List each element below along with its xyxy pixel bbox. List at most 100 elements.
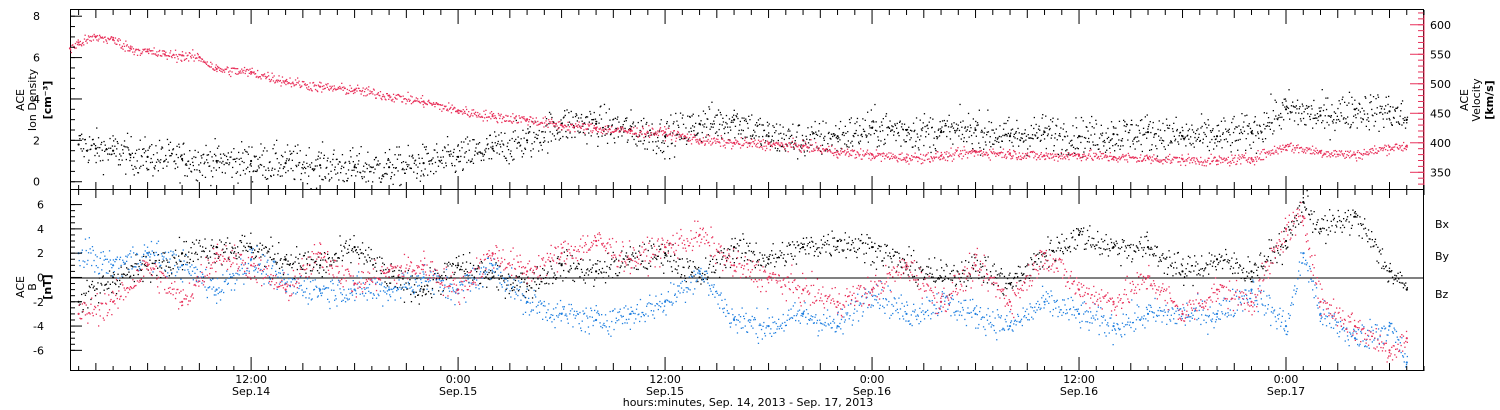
velocity-sample (112, 36, 115, 39)
ion-density-sample (547, 141, 549, 143)
velocity-sample (114, 37, 117, 39)
bx-sample (628, 258, 630, 260)
ion-density-sample (777, 139, 779, 142)
ion-density-sample (563, 116, 565, 118)
velocity-sample (763, 145, 765, 147)
ion-density-sample (1379, 112, 1381, 114)
ion-density-sample (270, 175, 272, 178)
velocity-sample (1137, 160, 1139, 162)
velocity-sample (1100, 155, 1102, 157)
ion-density-sample (1342, 118, 1345, 120)
ion-density-sample (844, 125, 846, 127)
velocity-sample (606, 125, 609, 127)
ion-density-sample (414, 159, 417, 161)
velocity-sample (874, 156, 876, 159)
velocity-sample (532, 117, 534, 120)
ion-density-sample (391, 164, 394, 166)
ion-density-sample (1261, 131, 1263, 133)
ion-density-sample (926, 125, 928, 127)
ion-density-sample (1066, 135, 1069, 137)
velocity-sample (442, 108, 444, 110)
bx-sample (374, 266, 376, 268)
ion-density-sample (1168, 124, 1171, 127)
ion-density-sample (884, 142, 886, 144)
ion-density-sample (1278, 114, 1280, 116)
ion-density-sample (1328, 124, 1330, 126)
ion-density-sample (1242, 126, 1244, 128)
velocity-sample (812, 150, 814, 152)
velocity-sample (1211, 160, 1214, 163)
ion-density-sample (263, 166, 265, 168)
bx-sample (132, 266, 134, 268)
ion-density-sample (1370, 101, 1372, 103)
ion-density-sample (85, 143, 87, 145)
bx-sample (600, 271, 602, 273)
velocity-sample (290, 83, 292, 85)
ion-density-sample (711, 123, 714, 125)
ion-density-sample (1200, 113, 1203, 115)
ion-density-sample (442, 149, 444, 152)
velocity-sample (285, 83, 287, 86)
bx-sample (421, 295, 423, 297)
ion-density-sample (128, 153, 130, 155)
velocity-sample (832, 152, 834, 154)
velocity-sample (992, 148, 994, 150)
velocity-sample (169, 52, 171, 54)
velocity-sample (508, 120, 511, 122)
ion-density-sample (677, 124, 679, 126)
velocity-sample (799, 144, 801, 147)
ion-density-sample (374, 168, 376, 170)
ion-density-sample (469, 140, 471, 142)
bx-sample (585, 272, 587, 274)
velocity-sample (831, 152, 833, 154)
ion-density-sample (428, 163, 431, 165)
ion-density-sample (197, 151, 199, 153)
ion-density-sample (120, 144, 123, 146)
ion-density-sample (1167, 127, 1169, 129)
velocity-sample (953, 158, 955, 160)
ion-density-sample (310, 188, 312, 190)
ion-density-sample (1155, 133, 1157, 135)
velocity-sample (458, 112, 460, 114)
velocity-sample (857, 151, 859, 154)
ion-density-sample (1075, 117, 1077, 119)
ion-density-sample (1233, 115, 1235, 118)
ion-density-sample (1029, 145, 1031, 147)
ion-density-sample (956, 129, 958, 131)
ion-density-sample (302, 163, 304, 166)
velocity-sample (185, 58, 188, 60)
velocity-sample (840, 150, 842, 152)
ion-density-sample (1346, 104, 1348, 106)
velocity-sample (1171, 158, 1174, 160)
velocity-sample (1022, 152, 1024, 155)
bx-sample (107, 281, 109, 283)
velocity-sample (1228, 161, 1230, 163)
velocity-sample (1260, 159, 1262, 161)
ion-density-sample (1157, 128, 1159, 131)
velocity-sample (762, 148, 764, 150)
ion-density-sample (774, 147, 776, 149)
ion-density-sample (1256, 124, 1258, 126)
velocity-sample (361, 89, 364, 92)
ion-density-sample (377, 160, 379, 162)
ion-density-sample (574, 115, 577, 118)
bx-sample (129, 276, 131, 278)
velocity-sample (1307, 147, 1309, 149)
velocity-sample (247, 75, 249, 77)
bx-sample (189, 258, 191, 261)
ion-density-sample (961, 126, 963, 128)
velocity-sample (495, 117, 497, 120)
velocity-sample (633, 126, 635, 129)
ion-density-sample (638, 135, 641, 137)
bx-sample (141, 263, 143, 265)
velocity-sample (407, 91, 409, 93)
ion-density-sample (821, 144, 824, 146)
velocity-sample (1112, 158, 1114, 160)
ion-density-sample (155, 145, 157, 147)
bx-sample (113, 274, 115, 276)
velocity-sample (1167, 158, 1169, 160)
ion-density-sample (467, 143, 469, 145)
velocity-sample (655, 134, 658, 136)
velocity-sample (1338, 153, 1340, 155)
velocity-sample (1243, 154, 1245, 157)
